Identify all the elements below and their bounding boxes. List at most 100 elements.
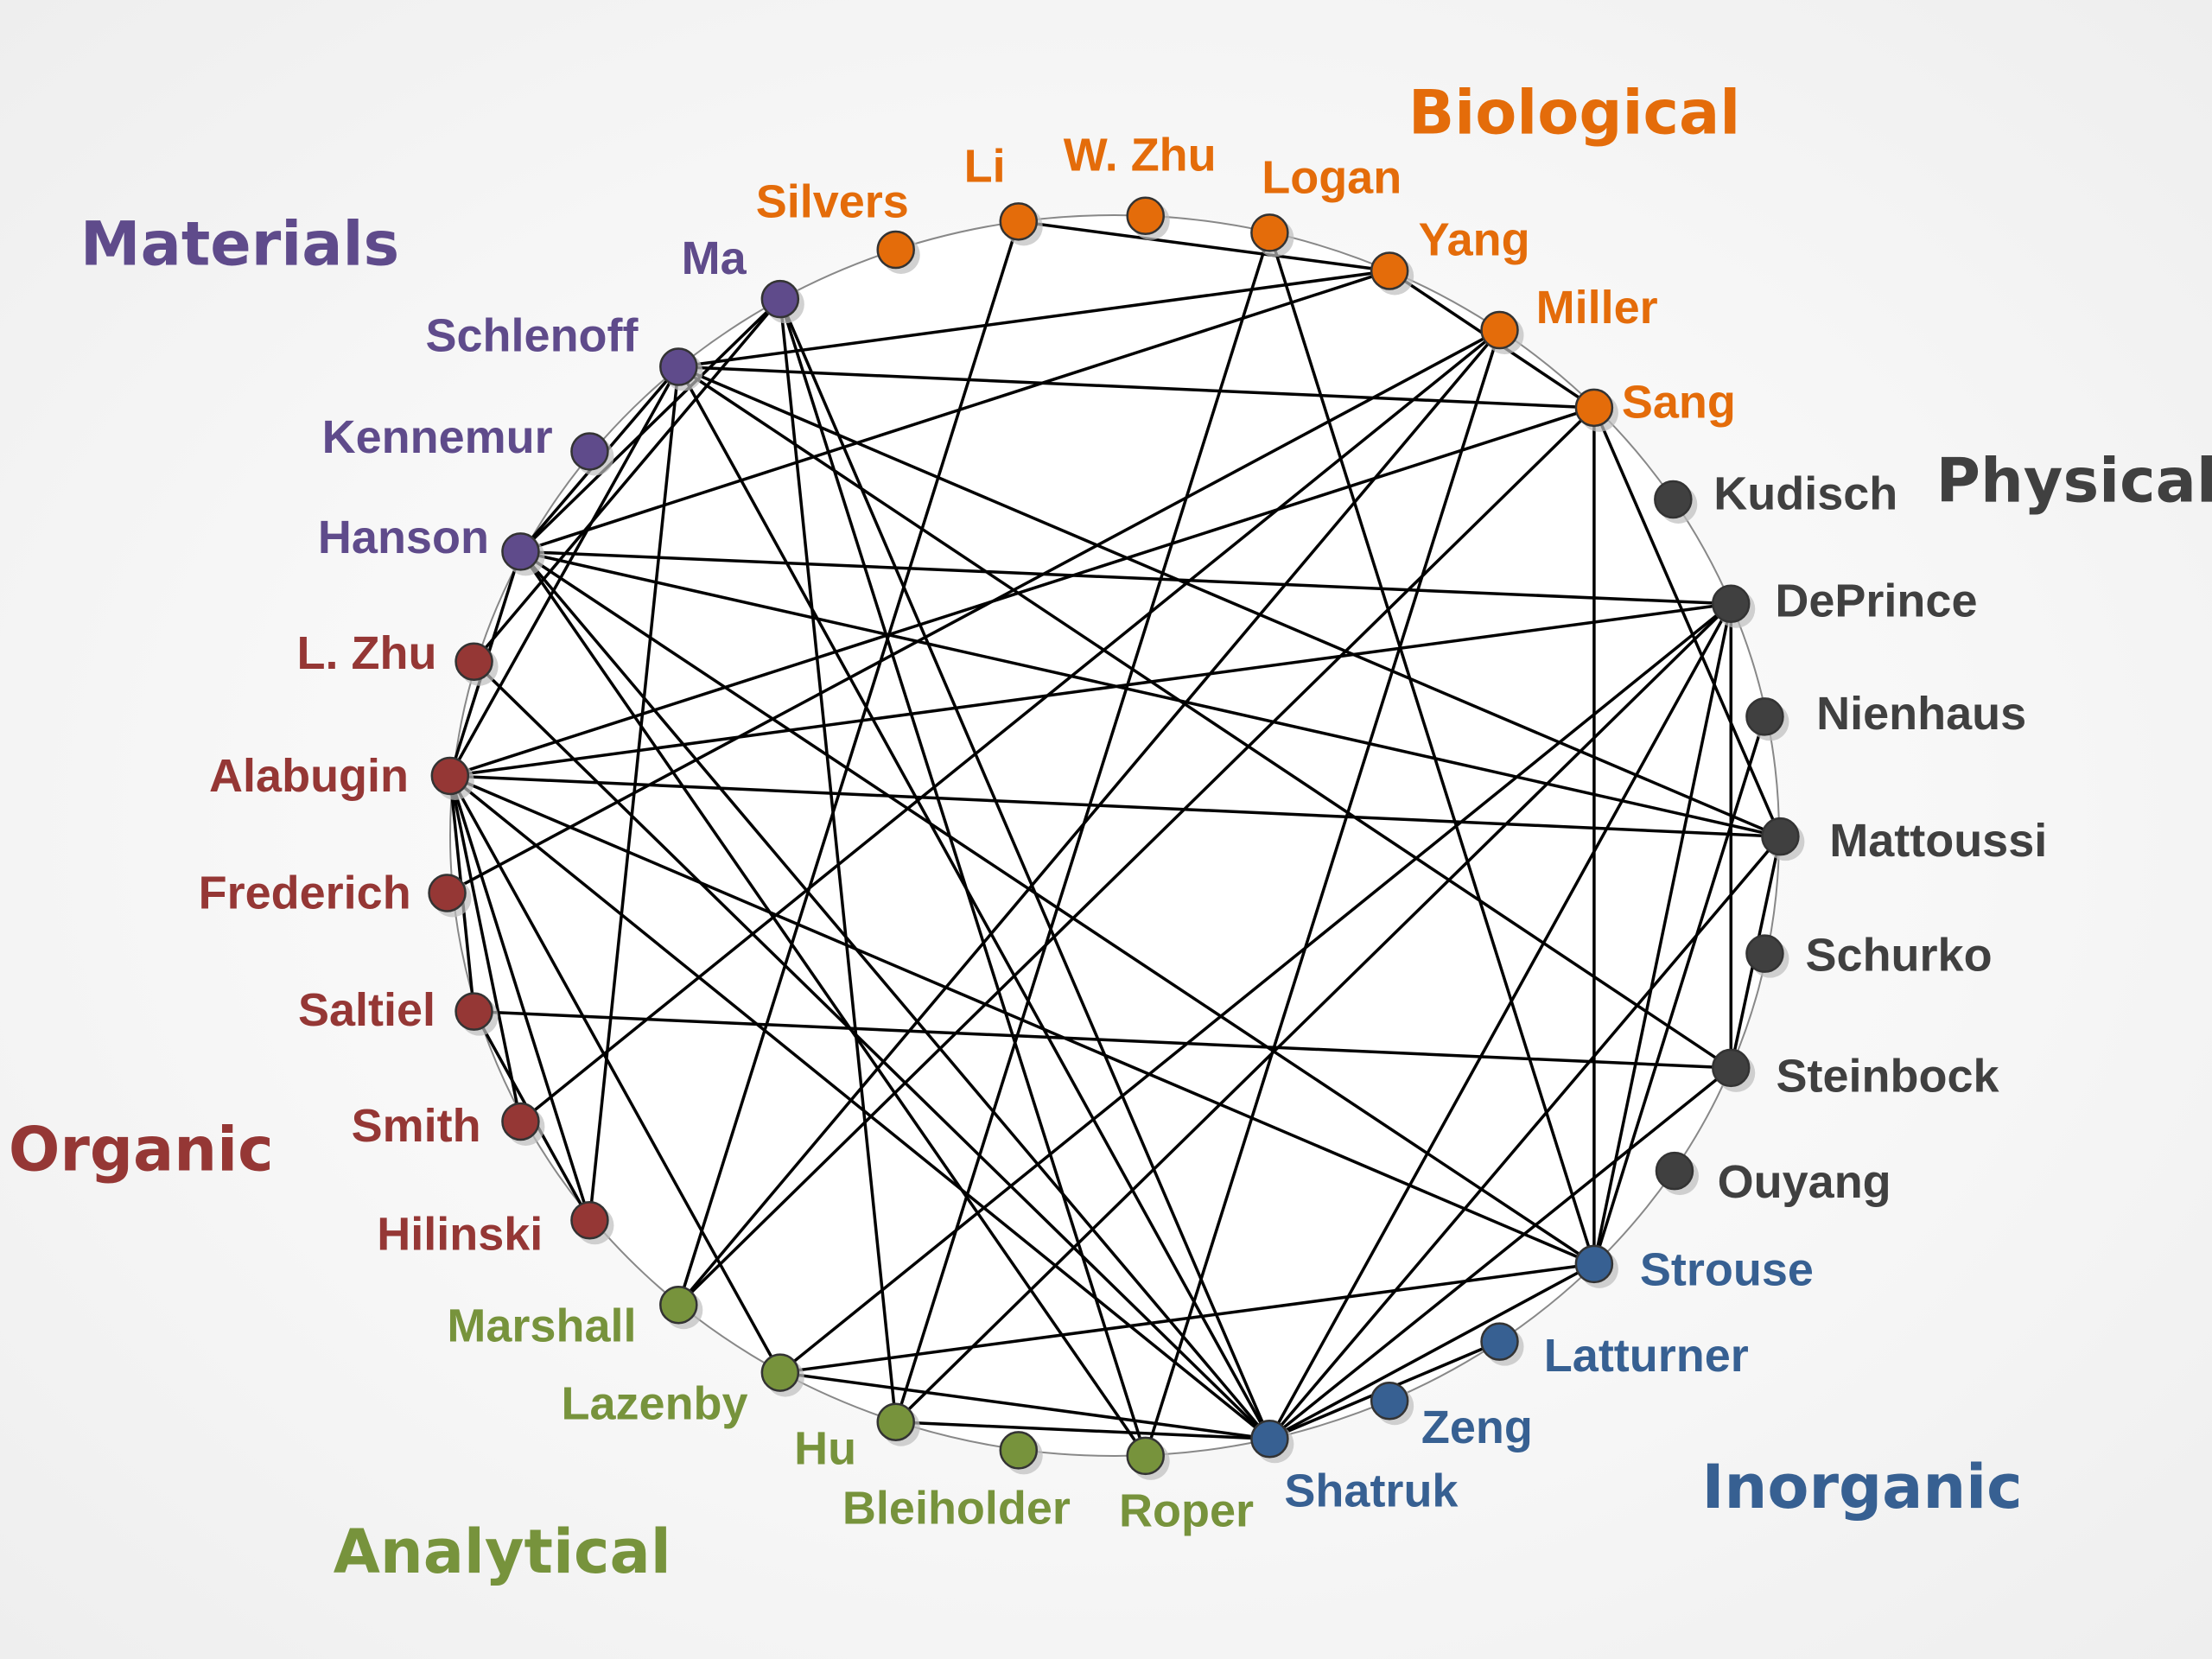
group-label-organic: Organic [9, 1115, 274, 1185]
node-ouyang[interactable] [1655, 1151, 1694, 1191]
node-hilinski[interactable] [570, 1200, 609, 1240]
label-deprince: DePrince [1775, 575, 1977, 627]
node-schlenoff[interactable] [659, 347, 698, 386]
node-kennemur[interactable] [570, 432, 609, 471]
group-label-biological: Biological [1408, 78, 1740, 149]
edge-roper-miller [1144, 329, 1502, 1457]
node-kudisch[interactable] [1654, 480, 1693, 519]
node-roper[interactable] [1126, 1436, 1165, 1476]
label-roper: Roper [1119, 1485, 1254, 1537]
edge-alabugin-hilinski [448, 775, 592, 1221]
edge-schlenoff-shatruk [677, 365, 1271, 1440]
edge-hanson-deprince [520, 550, 1732, 606]
edge-li-marshall [677, 220, 1020, 1306]
label-kennemur: Kennemur [322, 411, 553, 463]
edge-ma-hu [779, 298, 898, 1422]
edge-ma-hanson [519, 297, 782, 553]
edge-saltiel-steinbock [474, 1009, 1732, 1070]
label-strouse: Strouse [1640, 1243, 1814, 1295]
edge-hu-shatruk [895, 1420, 1270, 1441]
label-yang: Yang [1419, 214, 1530, 266]
nodes-layer [428, 196, 1805, 1480]
node-bleiholder[interactable] [999, 1431, 1039, 1470]
node-ma[interactable] [760, 279, 800, 319]
edge-alabugin-strouse [449, 774, 1595, 1266]
edge-hanson-strouse [519, 550, 1595, 1266]
edge-schlenoff-mattoussi [677, 365, 1782, 838]
label-ouyang: Ouyang [1718, 1156, 1891, 1208]
node-logan[interactable] [1250, 213, 1289, 252]
edge-miller-frederich [446, 328, 1501, 895]
label-ma: Ma [682, 232, 747, 284]
edge-li-yang [1018, 219, 1390, 273]
node-latturner[interactable] [1480, 1322, 1519, 1361]
edge-hanson-roper [519, 550, 1147, 1457]
node-schurko[interactable] [1745, 934, 1784, 973]
edge-sang-marshall [677, 406, 1596, 1306]
label-kudisch: Kudisch [1713, 467, 1897, 519]
edge-strouse-shatruk [1268, 1262, 1595, 1440]
node-mattoussi[interactable] [1761, 817, 1800, 856]
label-hu: Hu [794, 1423, 856, 1475]
node-l-zhu[interactable] [454, 642, 493, 681]
node-alabugin[interactable] [430, 756, 470, 796]
node-hanson[interactable] [501, 532, 540, 571]
edge-alabugin-smith [448, 775, 523, 1122]
label-li: Li [964, 141, 1006, 193]
edge-schlenoff-steinbock [677, 365, 1732, 1070]
label-saltiel: Saltiel [298, 984, 435, 1036]
label-shatruk: Shatruk [1284, 1465, 1459, 1517]
edge-deprince-hu [894, 602, 1732, 1423]
edge-miller-smith [519, 328, 1501, 1123]
edge-miller-marshall [677, 328, 1501, 1306]
label-l-zhu: L. Zhu [297, 627, 437, 679]
node-w-zhu[interactable] [1126, 196, 1165, 236]
label-hilinski: Hilinski [377, 1209, 543, 1261]
edges-layer [446, 219, 1783, 1457]
edge-deprince-strouse [1592, 603, 1732, 1265]
node-hu[interactable] [876, 1402, 915, 1441]
label-logan: Logan [1262, 152, 1402, 204]
label-zeng: Zeng [1421, 1402, 1533, 1453]
edge-alabugin-mattoussi [449, 774, 1781, 838]
edge-mattoussi-shatruk [1268, 836, 1782, 1440]
label-alabugin: Alabugin [209, 750, 409, 802]
edge-alabugin-shatruk [448, 774, 1271, 1440]
node-smith[interactable] [501, 1102, 540, 1141]
group-labels-layer: Biological Physical Inorganic Analytical Org… [9, 78, 2212, 1587]
node-strouse[interactable] [1574, 1244, 1614, 1284]
edge-sang-schlenoff [678, 365, 1594, 410]
edge-steinbock-shatruk [1268, 1066, 1732, 1440]
node-nienhaus[interactable] [1745, 697, 1784, 736]
node-saltiel[interactable] [454, 992, 493, 1031]
node-deprince[interactable] [1712, 584, 1751, 624]
edge-hanson-mattoussi [520, 550, 1781, 838]
label-schlenoff: Schlenoff [426, 310, 639, 362]
label-bleiholder: Bleiholder [842, 1482, 1071, 1534]
node-li[interactable] [999, 202, 1039, 241]
node-sang[interactable] [1574, 388, 1614, 428]
node-marshall[interactable] [659, 1285, 698, 1325]
node-silvers[interactable] [876, 230, 915, 270]
node-lazenby[interactable] [760, 1353, 800, 1392]
edge-l-zhu-shatruk [473, 660, 1271, 1440]
label-lazenby: Lazenby [562, 1377, 748, 1429]
node-zeng[interactable] [1370, 1381, 1409, 1421]
edge-ma-roper [779, 298, 1147, 1457]
label-marshall: Marshall [447, 1300, 636, 1352]
edge-deprince-lazenby [779, 602, 1732, 1374]
node-yang[interactable] [1370, 251, 1409, 290]
node-frederich[interactable] [428, 874, 467, 912]
group-label-analytical: Analytical [334, 1516, 671, 1587]
label-frederich: Frederich [199, 867, 411, 918]
node-miller[interactable] [1480, 310, 1519, 350]
edge-ma-l-zhu [473, 297, 782, 663]
label-mattoussi: Mattoussi [1829, 815, 2047, 867]
edge-strouse-lazenby [779, 1262, 1595, 1375]
node-steinbock[interactable] [1712, 1048, 1751, 1088]
label-nienhaus: Nienhaus [1816, 688, 2026, 740]
edge-alabugin-lazenby [448, 775, 782, 1374]
edge-schlenoff-hilinski [588, 366, 681, 1221]
node-shatruk[interactable] [1250, 1420, 1289, 1459]
